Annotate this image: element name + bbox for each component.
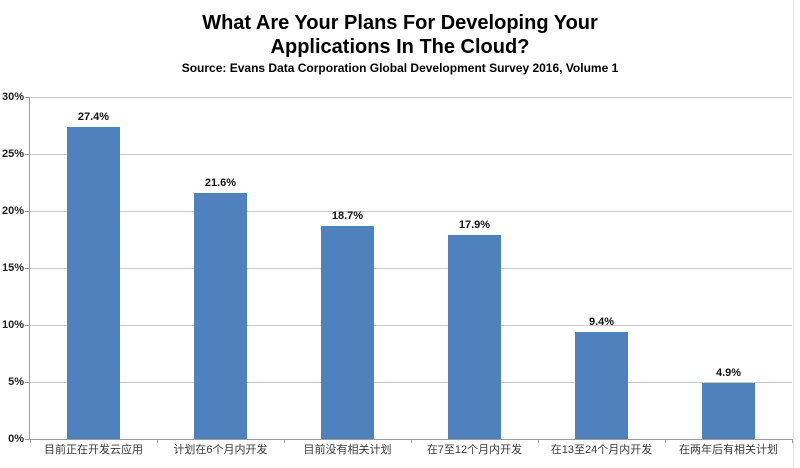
x-axis-label: 目前没有相关计划 (303, 444, 392, 456)
y-axis-label: 25% (1, 148, 24, 160)
bar (575, 332, 628, 439)
x-axis-label: 计划在6个月内开发 (173, 444, 268, 456)
bar-value-label: 9.4% (588, 316, 615, 328)
y-axis-label: 0% (8, 433, 24, 445)
gridline (30, 211, 792, 212)
image-right-border (793, 0, 794, 468)
bar-value-label: 17.9% (458, 219, 491, 231)
bar (448, 235, 501, 439)
bar-value-label: 21.6% (204, 177, 237, 189)
x-axis-label: 在13至24个月内开发 (550, 444, 653, 456)
bar (321, 226, 374, 439)
y-axis-label: 15% (1, 262, 24, 274)
x-axis-label: 在两年后有相关计划 (679, 444, 778, 456)
y-axis-label: 30% (1, 91, 24, 103)
chart-title: What Are Your Plans For Developing Your … (0, 11, 800, 59)
bar-value-label: 4.9% (715, 367, 742, 379)
x-axis-tick (665, 439, 666, 443)
y-axis-tick (25, 325, 30, 326)
gridline (30, 382, 792, 383)
y-axis-tick (25, 439, 30, 440)
x-axis-tick (30, 439, 31, 443)
y-axis-label: 10% (1, 319, 24, 331)
x-axis-tick (792, 439, 793, 443)
x-axis-tick (157, 439, 158, 443)
x-axis-label: 目前正在开发云应用 (44, 444, 143, 456)
y-axis-tick (25, 154, 30, 155)
gridline (30, 325, 792, 326)
y-axis-tick (25, 211, 30, 212)
x-axis-tick (538, 439, 539, 443)
y-axis-label: 5% (8, 376, 24, 388)
bar (194, 193, 247, 439)
gridline (30, 268, 792, 269)
x-axis-label: 在7至12个月内开发 (426, 444, 523, 456)
chart-title-text: What Are Your Plans For Developing Your … (202, 12, 598, 58)
x-axis-tick (411, 439, 412, 443)
y-axis-tick (25, 382, 30, 383)
bar (702, 383, 755, 439)
x-axis-tick (284, 439, 285, 443)
gridline (30, 154, 792, 155)
gridline (30, 97, 792, 98)
bar-value-label: 27.4% (77, 111, 110, 123)
y-axis-label: 20% (1, 205, 24, 217)
bar (67, 127, 120, 439)
chart-source: Source: Evans Data Corporation Global De… (181, 61, 619, 75)
y-axis-tick (25, 97, 30, 98)
y-axis-tick (25, 268, 30, 269)
bar-value-label: 18.7% (331, 210, 364, 222)
plot-area: 0% 5% 10% 15% 20% 25% 30% 27.4% 目前正在开发云应用 21.6% 计划… (2, 91, 793, 456)
